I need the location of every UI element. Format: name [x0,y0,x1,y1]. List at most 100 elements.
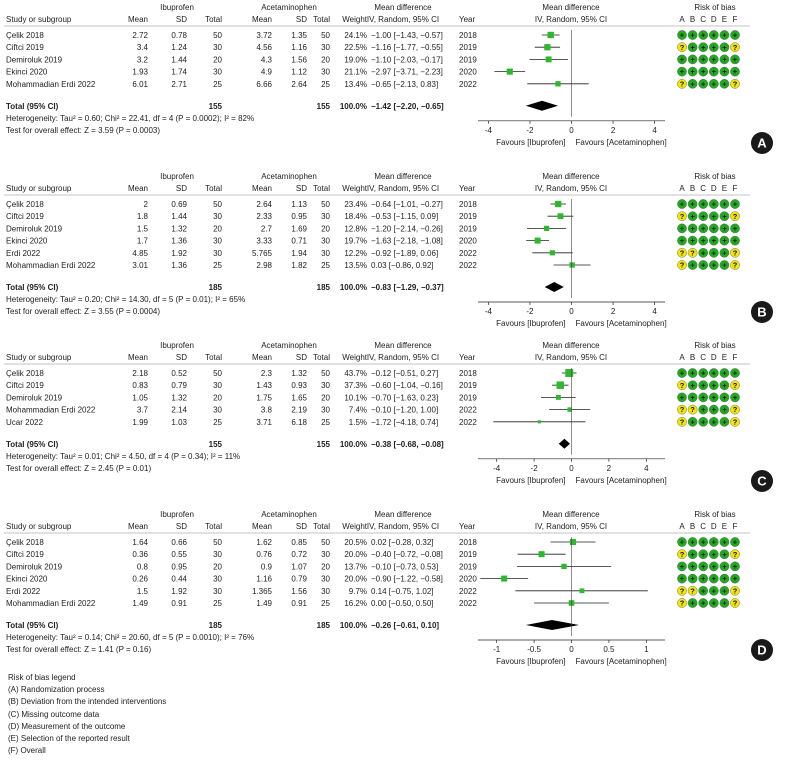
column-header-year: Year [459,184,476,193]
total-ibuprofen: 30 [213,406,222,415]
rob-header-title: Risk of bias [694,341,735,350]
rob-low-circle [677,235,687,246]
rob-column-letter: F [733,15,738,24]
mean-difference-ci: −0.10 [−1.20, 1.00] [371,406,438,415]
rob-column-letter: E [722,353,727,362]
mean-ibuprofen: 1.5 [137,224,149,233]
rob-plus-mark: + [722,224,727,233]
study-name: Erdi 2022 [6,587,41,596]
study-weight: 1.5% [349,418,367,427]
rob-plus-mark: + [712,67,717,76]
plot-header-method: IV, Random, 95% CI [535,15,607,24]
rob-low-circle [719,537,730,547]
rob-low-circle [730,392,740,403]
study-weight: 37.3% [344,381,367,390]
study-row: Erdi 2022 1.5 1.92 30 1.365 1.56 30 9.7% 0.14 [−… [6,586,740,596]
rob-low-circle [719,561,730,572]
rob-low-circle [730,573,740,584]
rob-low-circle [719,211,730,221]
rob-plus-mark: + [701,574,706,583]
mean-difference-ci: −2.97 [−3.71, −2.23] [371,68,443,77]
total-acetaminophen: 20 [321,562,330,571]
x-axis-tick-label: 4 [652,126,657,135]
total-ibuprofen: 20 [213,224,222,233]
rob-plus-mark: + [733,67,738,76]
rob-low-circle [719,586,730,596]
rob-plus-mark: + [733,574,738,583]
mean-difference-ci: −1.20 [−2.14, −0.26] [371,224,443,233]
rob-low-circle [719,392,730,403]
column-header-total-1: Total [205,522,222,531]
rob-plus-mark: + [722,261,727,270]
study-year: 2019 [459,43,477,52]
plot-header-title: Mean difference [542,341,600,350]
rob-question-mark: ? [733,248,738,257]
total-acetaminophen: 30 [321,43,330,52]
rob-question-mark: ? [680,417,685,426]
total-weight: 100.0% [340,102,367,111]
rob-low-circle [677,223,687,234]
x-axis-tick-label: 0.5 [603,645,615,654]
forest-panel-a: Ibuprofen Acetaminophen Mean difference Mea… [4,3,773,154]
point-estimate-square [544,44,551,51]
rob-plus-mark: + [701,261,706,270]
rob-plus-mark: + [722,586,727,595]
study-row: Çelik 2018 2 0.69 50 2.64 1.13 50 23.4% −0.64 [−… [6,199,740,209]
study-weight: 20.0% [344,550,367,559]
legend-item-a: (A) Randomization process [8,685,105,695]
overall-effect-text: Test for overall effect: Z = 3.55 (P = 0… [6,307,160,316]
point-estimate-square [555,81,561,87]
study-name: Erdi 2022 [6,249,41,258]
rob-low-circle [698,260,709,270]
mean-acetaminophen: 0.9 [261,562,273,571]
study-year: 2020 [459,68,477,77]
pooled-effect-diamond [525,620,579,630]
rob-low-circle [709,30,719,40]
mean-ibuprofen: 4.85 [132,249,148,258]
rob-unclear-circle [730,380,740,391]
mean-acetaminophen: 2.64 [256,200,272,209]
rob-plus-mark: + [701,31,706,40]
study-row: Mohammadian Erdi 2022 3.7 2.14 30 3.8 2.19 30 7… [6,404,740,415]
rob-plus-mark: + [690,200,695,209]
rob-plus-mark: + [712,417,717,426]
study-row: Ciftci 2019 0.83 0.79 30 1.43 0.93 30 37.3% −0.6… [6,380,740,391]
rob-low-circle [719,199,730,209]
rob-plus-mark: + [690,79,695,88]
rob-low-circle [698,247,709,258]
sd-ibuprofen: 1.36 [171,261,187,270]
total-n-ibuprofen: 155 [209,440,223,449]
rob-plus-mark: + [712,586,717,595]
total-weight: 100.0% [340,283,367,292]
rob-plus-mark: + [680,369,685,378]
mean-ibuprofen: 0.83 [132,381,148,390]
mean-difference-ci: −1.63 [−2.18, −1.08] [371,237,443,246]
rob-low-circle [719,416,730,427]
rob-plus-mark: + [701,236,706,245]
rob-plus-mark: + [690,224,695,233]
rob-plus-mark: + [712,31,717,40]
column-header-study: Study or subgroup [6,15,72,24]
rob-column-letter: F [733,184,738,193]
column-header-weight: Weight [342,15,368,24]
rob-unclear-circle [730,416,740,427]
rob-plus-mark: + [722,43,727,52]
study-weight: 9.7% [349,587,367,596]
total-ibuprofen: 30 [213,68,222,77]
rob-plus-mark: + [733,562,738,571]
rob-low-circle [687,368,698,378]
rob-low-circle [687,537,698,547]
study-year: 2019 [459,562,477,571]
rob-unclear-circle [677,42,687,53]
column-header-sd-2: SD [296,353,307,362]
rob-plus-mark: + [733,393,738,402]
rob-plus-mark: + [690,43,695,52]
rob-low-circle [730,30,740,40]
point-estimate-square [557,213,564,220]
rob-plus-mark: + [701,417,706,426]
total-acetaminophen: 50 [321,31,330,40]
rob-low-circle [709,247,719,258]
rob-plus-mark: + [722,393,727,402]
rob-unclear-circle [687,586,698,596]
total-label: Total (95% CI) [6,440,59,449]
